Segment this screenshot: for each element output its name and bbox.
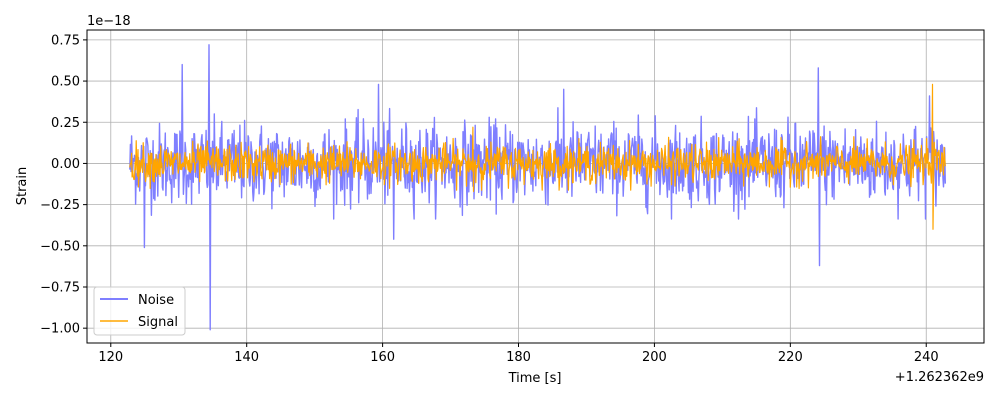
y-tick-label: 0.75 [51,33,80,48]
y-tick-label: −1.00 [40,322,80,337]
legend-label-noise: Noise [138,293,174,308]
grid-layer [87,30,984,343]
x-tick-label: 240 [914,350,939,365]
x-tick-label: 180 [506,350,531,365]
x-tick-label: 200 [642,350,667,365]
y-tick-label: −0.75 [40,280,80,295]
x-offset-label: +1.262362e9 [895,370,984,385]
plot-layer [129,44,946,331]
y-tick-label: 0.50 [51,75,80,90]
x-tick-label: 160 [370,350,395,365]
ticks-layer: 120 140 160 180 200 220 240 −1.00 −0.75 −0.50 −0.2… [40,33,938,365]
x-tick-label: 140 [234,350,259,365]
y-tick-label: 0.00 [51,157,80,172]
axes-frame [86,29,985,344]
y-tick-label: 0.25 [51,116,80,131]
y-tick-label: −0.50 [40,239,80,254]
legend-label-signal: Signal [138,315,178,330]
x-tick-label: 220 [778,350,803,365]
x-tick-label: 120 [98,350,123,365]
y-tick-label: −0.25 [40,198,80,213]
legend: Noise Signal [93,286,186,336]
series-line-signal [129,83,946,230]
y-scale-label: 1e−18 [87,14,131,29]
y-axis-label: Strain [15,167,30,206]
x-axis-label: Time [s] [508,371,562,386]
